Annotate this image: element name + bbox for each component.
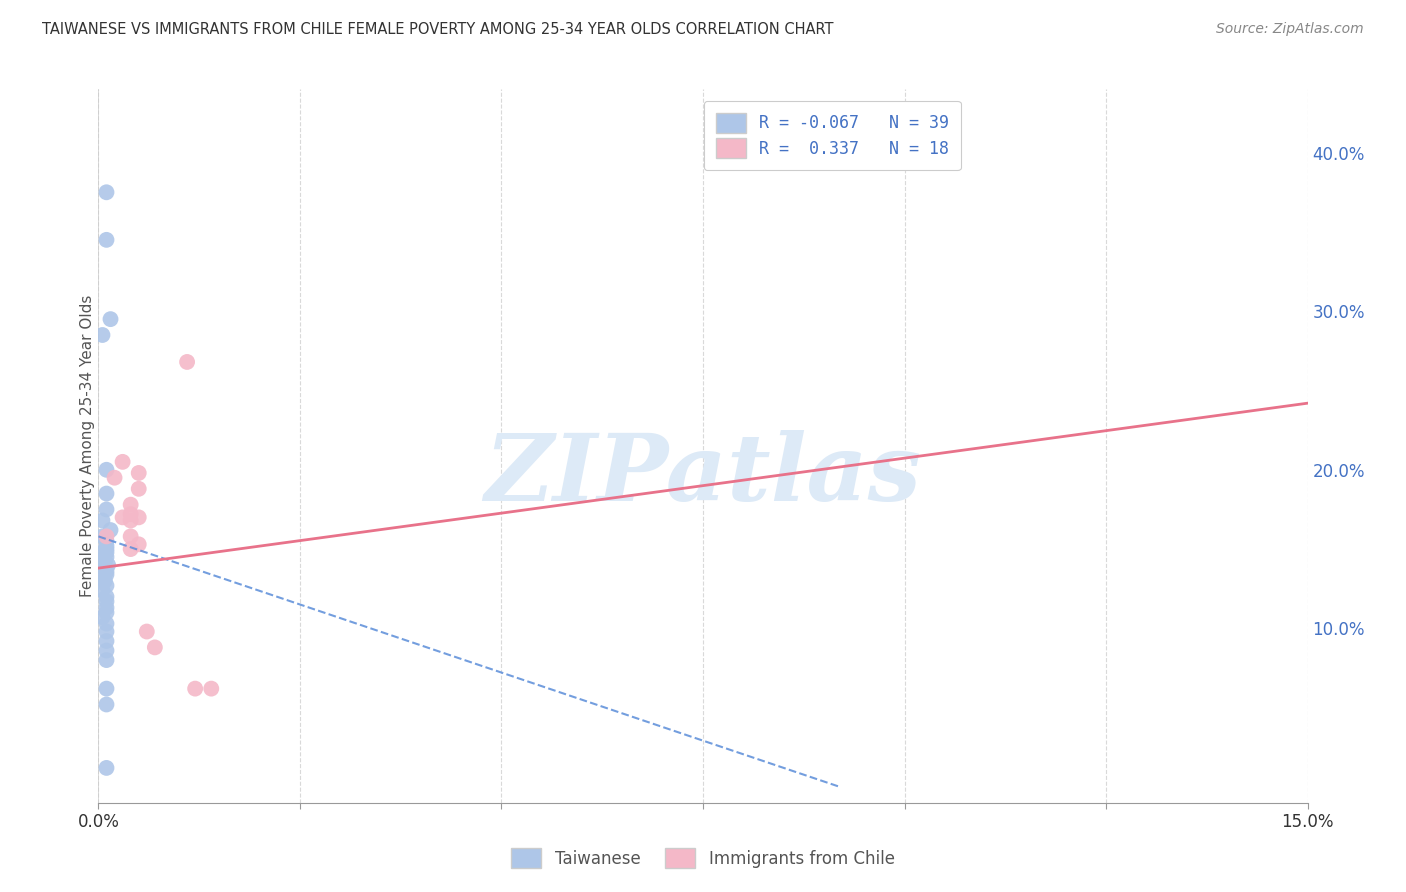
Point [103,471,125,485]
Text: TAIWANESE VS IMMIGRANTS FROM CHILE FEMALE POVERTY AMONG 25-34 YEAR OLDS CORRELAT: TAIWANESE VS IMMIGRANTS FROM CHILE FEMAL… [42,22,834,37]
Point [143,640,166,655]
Point [111,510,134,524]
Point [128,482,150,496]
Point [128,466,150,480]
Text: Source: ZipAtlas.com: Source: ZipAtlas.com [1216,22,1364,37]
Point [96,643,118,657]
Point [135,624,157,639]
Point [96,590,118,604]
Point [96,542,118,557]
Point [184,681,207,696]
Point [111,455,134,469]
Point [96,578,118,592]
Point [96,616,118,631]
Point [120,529,142,543]
Point [96,681,118,696]
Point [91,545,114,559]
Point [100,523,122,537]
Point [97,558,120,572]
Point [120,507,142,521]
Point [94,561,117,575]
Point [176,355,198,369]
Point [200,681,222,696]
Point [96,606,118,620]
Point [96,233,118,247]
Point [96,545,118,559]
Point [96,653,118,667]
Point [96,463,118,477]
Point [120,498,142,512]
Point [100,312,122,326]
Point [96,549,118,564]
Point [91,529,114,543]
Point [96,567,118,582]
Point [128,510,150,524]
Point [96,761,118,775]
Text: ZIPatlas: ZIPatlas [485,430,921,519]
Point [96,529,118,543]
Point [91,569,114,583]
Point [91,610,114,624]
Point [96,564,118,578]
Point [96,502,118,516]
Point [91,553,114,567]
Point [94,555,117,569]
Point [91,514,114,528]
Point [128,537,150,551]
Point [96,539,118,553]
Point [91,328,114,343]
Point [96,634,118,648]
Point [96,698,118,712]
Point [120,542,142,557]
Point [96,594,118,608]
Point [96,534,118,549]
Legend: Taiwanese, Immigrants from Chile: Taiwanese, Immigrants from Chile [503,839,903,877]
Point [96,600,118,615]
Point [91,583,114,598]
Point [96,486,118,500]
Point [94,574,117,588]
Y-axis label: Female Poverty Among 25-34 Year Olds: Female Poverty Among 25-34 Year Olds [80,295,94,597]
Point [120,514,142,528]
Point [96,624,118,639]
Point [96,186,118,200]
